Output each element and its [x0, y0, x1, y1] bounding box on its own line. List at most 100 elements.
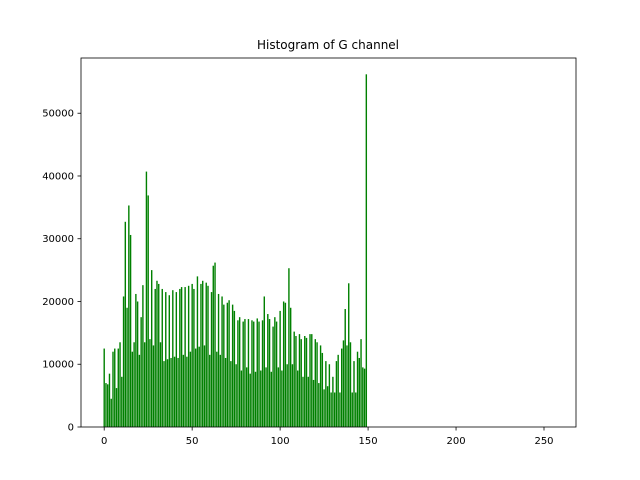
bar: [360, 339, 362, 427]
bar: [170, 357, 172, 427]
bar: [332, 376, 334, 427]
bar: [138, 354, 141, 427]
bar: [251, 320, 253, 427]
bar: [210, 292, 213, 427]
bar: [238, 317, 241, 427]
bar: [321, 352, 324, 427]
bar: [254, 371, 257, 427]
bar: [158, 283, 160, 427]
bar: [203, 345, 206, 427]
bar: [353, 361, 355, 427]
bar: [198, 346, 200, 427]
bar: [133, 342, 135, 427]
bar: [326, 386, 329, 427]
bar: [119, 342, 121, 427]
bar: [344, 309, 346, 427]
bar: [143, 342, 146, 427]
bar: [172, 290, 174, 427]
bar: [194, 348, 197, 427]
bar: [365, 74, 368, 427]
bar: [291, 364, 294, 427]
bar: [231, 304, 234, 427]
bar: [161, 288, 163, 427]
bar: [288, 268, 290, 427]
bar: [136, 301, 139, 427]
bar: [274, 317, 276, 427]
bar: [340, 348, 343, 427]
bar: [261, 320, 264, 427]
bar: [342, 340, 345, 427]
bar: [260, 370, 262, 427]
bar: [240, 370, 243, 427]
x-tick-label: 150: [359, 436, 378, 447]
bar: [129, 234, 132, 427]
bar: [242, 321, 244, 427]
bar: [328, 364, 331, 427]
bar: [114, 348, 116, 427]
bar: [351, 392, 353, 427]
bar: [312, 379, 315, 427]
bar: [154, 288, 156, 427]
bar: [156, 280, 158, 427]
x-tick-label: 0: [101, 436, 107, 447]
bar: [200, 283, 202, 427]
bar: [253, 321, 255, 427]
bar: [189, 351, 192, 427]
bar: [286, 364, 288, 427]
bar: [256, 318, 258, 427]
bar: [349, 342, 352, 427]
bar: [221, 296, 223, 427]
bar: [191, 283, 193, 427]
bar: [304, 336, 306, 427]
bar: [314, 339, 317, 427]
bar: [297, 370, 299, 427]
bar: [121, 376, 123, 427]
bar: [319, 345, 322, 427]
bar: [237, 320, 239, 427]
bar: [270, 371, 273, 427]
bar: [124, 221, 127, 427]
bar: [105, 383, 107, 427]
bar: [149, 339, 151, 427]
bar: [142, 285, 144, 427]
bar: [165, 292, 167, 427]
bar: [358, 357, 360, 427]
bar: [207, 285, 209, 427]
y-tick-label: 30000: [42, 234, 74, 245]
bar: [307, 376, 309, 427]
bar: [230, 361, 232, 427]
bar: [363, 368, 366, 427]
chart-title: Histogram of G channel: [257, 38, 399, 52]
bar: [298, 334, 301, 427]
bar: [226, 302, 229, 427]
bar: [145, 171, 148, 427]
bar: [182, 354, 185, 427]
bar: [103, 348, 105, 427]
bar: [219, 354, 222, 427]
bar: [184, 287, 186, 427]
bar: [337, 354, 339, 427]
bar: [356, 351, 359, 427]
bar: [147, 195, 149, 427]
bar: [131, 351, 134, 427]
y-tick-label: 50000: [42, 109, 74, 120]
bar: [325, 361, 327, 427]
x-tick-label: 250: [534, 436, 553, 447]
bar: [311, 334, 313, 427]
bar: [235, 364, 237, 427]
bar: [318, 383, 320, 427]
bar: [175, 292, 178, 427]
bar: [150, 270, 153, 427]
bar: [330, 392, 332, 427]
bar: [152, 345, 155, 427]
bar: [289, 307, 292, 427]
bar: [258, 321, 260, 427]
bar: [126, 307, 128, 427]
plot-frame: [80, 57, 577, 428]
bar: [282, 301, 285, 427]
bar: [275, 321, 278, 427]
bar: [217, 293, 220, 427]
y-tick-label: 0: [68, 423, 74, 434]
bar: [224, 357, 227, 427]
bar: [228, 300, 230, 427]
